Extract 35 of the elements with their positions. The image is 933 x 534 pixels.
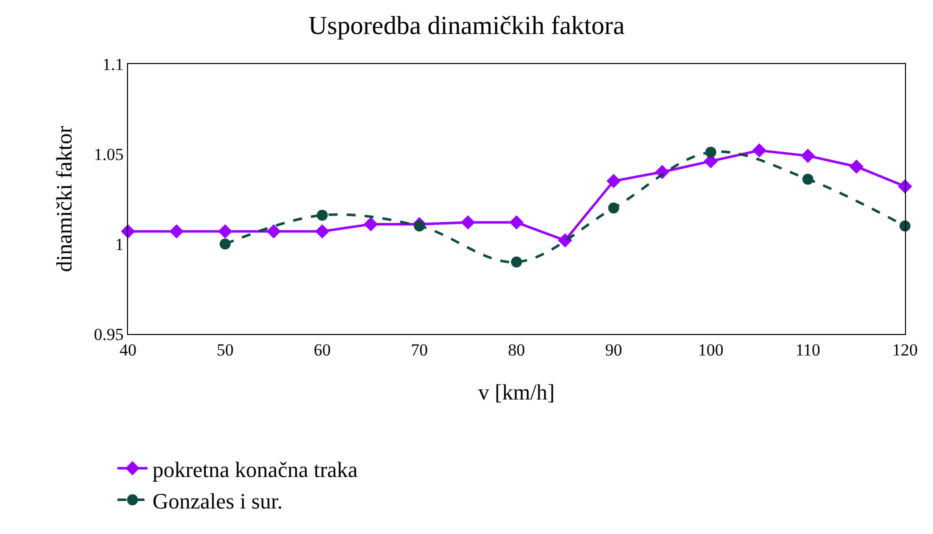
point <box>802 174 814 185</box>
point <box>606 174 621 188</box>
legend-label: pokretna konačna traka <box>152 456 358 482</box>
y-tick-label: 1 <box>115 234 124 254</box>
point <box>608 202 620 214</box>
point <box>316 210 328 221</box>
x-tick-label: 80 <box>508 340 525 360</box>
x-tick-label: 90 <box>605 340 622 360</box>
chart-title: Usporedba dinamičkih faktora <box>308 11 626 40</box>
legend-label: Gonzales i sur. <box>152 488 283 514</box>
x-tick-label: 60 <box>314 340 331 360</box>
point <box>364 217 378 232</box>
y-axis-title: dinamički faktor <box>52 125 77 272</box>
point <box>266 224 281 239</box>
y-tick-label: 1.05 <box>94 144 124 164</box>
x-tick-label: 50 <box>216 340 234 360</box>
x-tick-label: 100 <box>698 340 724 360</box>
x-axis-title: v [km/h] <box>478 379 555 404</box>
point <box>558 233 572 248</box>
point <box>800 148 816 163</box>
point <box>460 215 476 230</box>
point <box>509 215 524 230</box>
point <box>169 224 184 239</box>
point <box>315 224 330 239</box>
x-tick-label: 70 <box>410 340 428 360</box>
point <box>705 146 716 158</box>
point <box>752 143 766 158</box>
point <box>849 159 864 174</box>
x-tick-label: 120 <box>892 340 918 360</box>
y-tick-label: 1.1 <box>102 54 124 74</box>
point <box>218 224 232 239</box>
point <box>511 256 522 268</box>
point <box>414 220 425 232</box>
point <box>220 238 231 250</box>
x-tick-label: 110 <box>795 340 820 360</box>
